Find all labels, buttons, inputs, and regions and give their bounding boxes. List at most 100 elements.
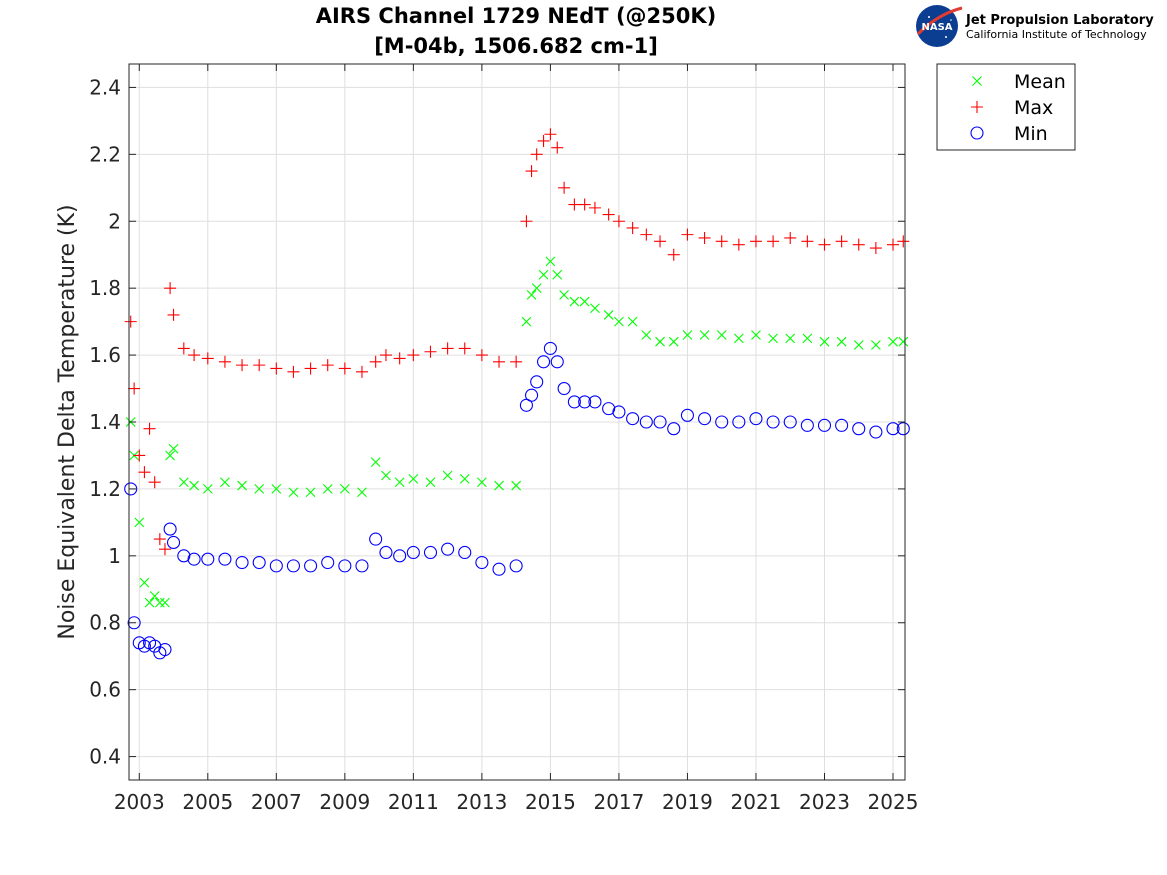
- data-point-min: [369, 532, 383, 546]
- data-point-max: [801, 235, 814, 248]
- data-point-max: [253, 359, 266, 372]
- data-point-mean: [579, 296, 590, 307]
- data-point-min: [835, 418, 849, 432]
- data-point-min: [783, 415, 797, 429]
- data-point-mean: [476, 477, 487, 488]
- data-point-mean: [271, 484, 282, 494]
- data-point-max: [379, 349, 392, 362]
- data-point-mean: [655, 336, 665, 347]
- y-axis-label: Noise Equivalent Delta Temperature (K): [55, 204, 80, 639]
- data-point-mean: [254, 484, 265, 494]
- data-point-mean: [381, 470, 391, 481]
- data-point-max: [578, 198, 591, 211]
- data-point-max: [369, 355, 382, 368]
- data-point-max: [138, 466, 151, 479]
- data-point-min: [800, 418, 814, 432]
- data-point-min: [537, 355, 551, 369]
- data-point-mean: [531, 283, 542, 294]
- data-point-mean: [545, 256, 556, 267]
- data-point-max: [520, 215, 533, 228]
- x-tick-label: 2017: [593, 790, 644, 814]
- data-point-max: [167, 308, 180, 321]
- data-point-mean: [370, 457, 381, 468]
- data-point-mean: [168, 443, 179, 454]
- y-tick-label: 1.6: [89, 343, 121, 367]
- legend-entry-max: Max: [1014, 97, 1053, 119]
- data-point-min: [732, 415, 746, 429]
- data-point-min: [127, 616, 141, 630]
- data-point-max: [441, 342, 454, 355]
- data-point-min: [852, 422, 866, 436]
- data-point-max: [493, 355, 506, 368]
- data-point-min: [177, 549, 191, 563]
- data-point-min: [509, 559, 523, 573]
- data-point-max: [158, 543, 171, 556]
- data-point-max: [897, 235, 910, 248]
- data-point-mean: [442, 470, 453, 481]
- x-tick-label: 2009: [319, 790, 370, 814]
- x-tick-label: 2007: [251, 790, 302, 814]
- data-point-max: [153, 533, 166, 546]
- data-point-max: [602, 208, 615, 221]
- data-point-mean: [134, 517, 145, 528]
- data-point-max: [128, 382, 141, 395]
- data-point-mean: [802, 333, 813, 344]
- data-point-mean: [144, 597, 155, 608]
- data-point-min: [626, 412, 640, 426]
- data-point-min: [158, 642, 172, 657]
- data-point-min: [653, 415, 667, 429]
- series-min: [124, 341, 910, 660]
- data-point-min: [393, 549, 407, 563]
- data-point-max: [475, 349, 488, 362]
- data-point-mean: [322, 484, 333, 494]
- y-tick-label: 0.6: [89, 678, 121, 702]
- data-point-mean: [154, 597, 165, 608]
- data-point-min: [235, 555, 249, 570]
- data-point-min: [612, 405, 626, 419]
- series-mean: [125, 256, 909, 608]
- data-point-mean: [888, 336, 898, 347]
- nasa-badge-text: NASA: [921, 22, 952, 33]
- data-point-mean: [641, 330, 652, 340]
- y-tick-label: 1.2: [89, 477, 121, 501]
- logo-subtitle: California Institute of Technology: [966, 28, 1147, 41]
- data-point-min: [492, 562, 506, 576]
- data-point-min: [578, 395, 592, 409]
- data-point-min: [869, 425, 883, 439]
- data-point-mean: [898, 336, 909, 347]
- y-tick-label: 1.4: [89, 410, 121, 434]
- legend-entry-min: Min: [1014, 123, 1048, 145]
- data-point-min: [886, 422, 900, 436]
- data-point-min: [163, 522, 177, 536]
- data-point-max: [338, 362, 351, 375]
- data-point-max: [458, 342, 471, 355]
- data-point-max: [551, 141, 564, 154]
- data-point-mean: [178, 477, 189, 488]
- data-point-mean: [425, 477, 436, 488]
- data-point-mean: [149, 591, 160, 601]
- legend-entry-mean: Mean: [1014, 71, 1066, 93]
- data-point-max: [424, 345, 437, 358]
- data-point-max: [667, 248, 680, 261]
- data-point-mean: [459, 473, 470, 484]
- data-point-max: [525, 165, 538, 178]
- data-point-min: [602, 402, 616, 416]
- data-point-max: [124, 315, 137, 328]
- y-tick-label: 1: [108, 544, 121, 568]
- logo-title: Jet Propulsion Laboratory: [965, 13, 1154, 28]
- data-point-max: [148, 476, 161, 489]
- data-point-mean: [836, 336, 847, 347]
- data-point-min: [680, 408, 694, 422]
- data-point-max: [188, 349, 201, 362]
- data-point-mean: [603, 310, 614, 320]
- data-point-min: [304, 559, 318, 573]
- y-tick-label: 2.4: [89, 75, 121, 99]
- data-point-mean: [699, 330, 710, 340]
- data-point-mean: [357, 487, 367, 498]
- legend: Mean Max Min: [936, 63, 1076, 151]
- data-point-max: [749, 235, 762, 248]
- data-point-mean: [160, 597, 170, 608]
- data-point-max: [612, 215, 625, 228]
- data-point-min: [715, 415, 729, 429]
- data-point-max: [393, 352, 406, 365]
